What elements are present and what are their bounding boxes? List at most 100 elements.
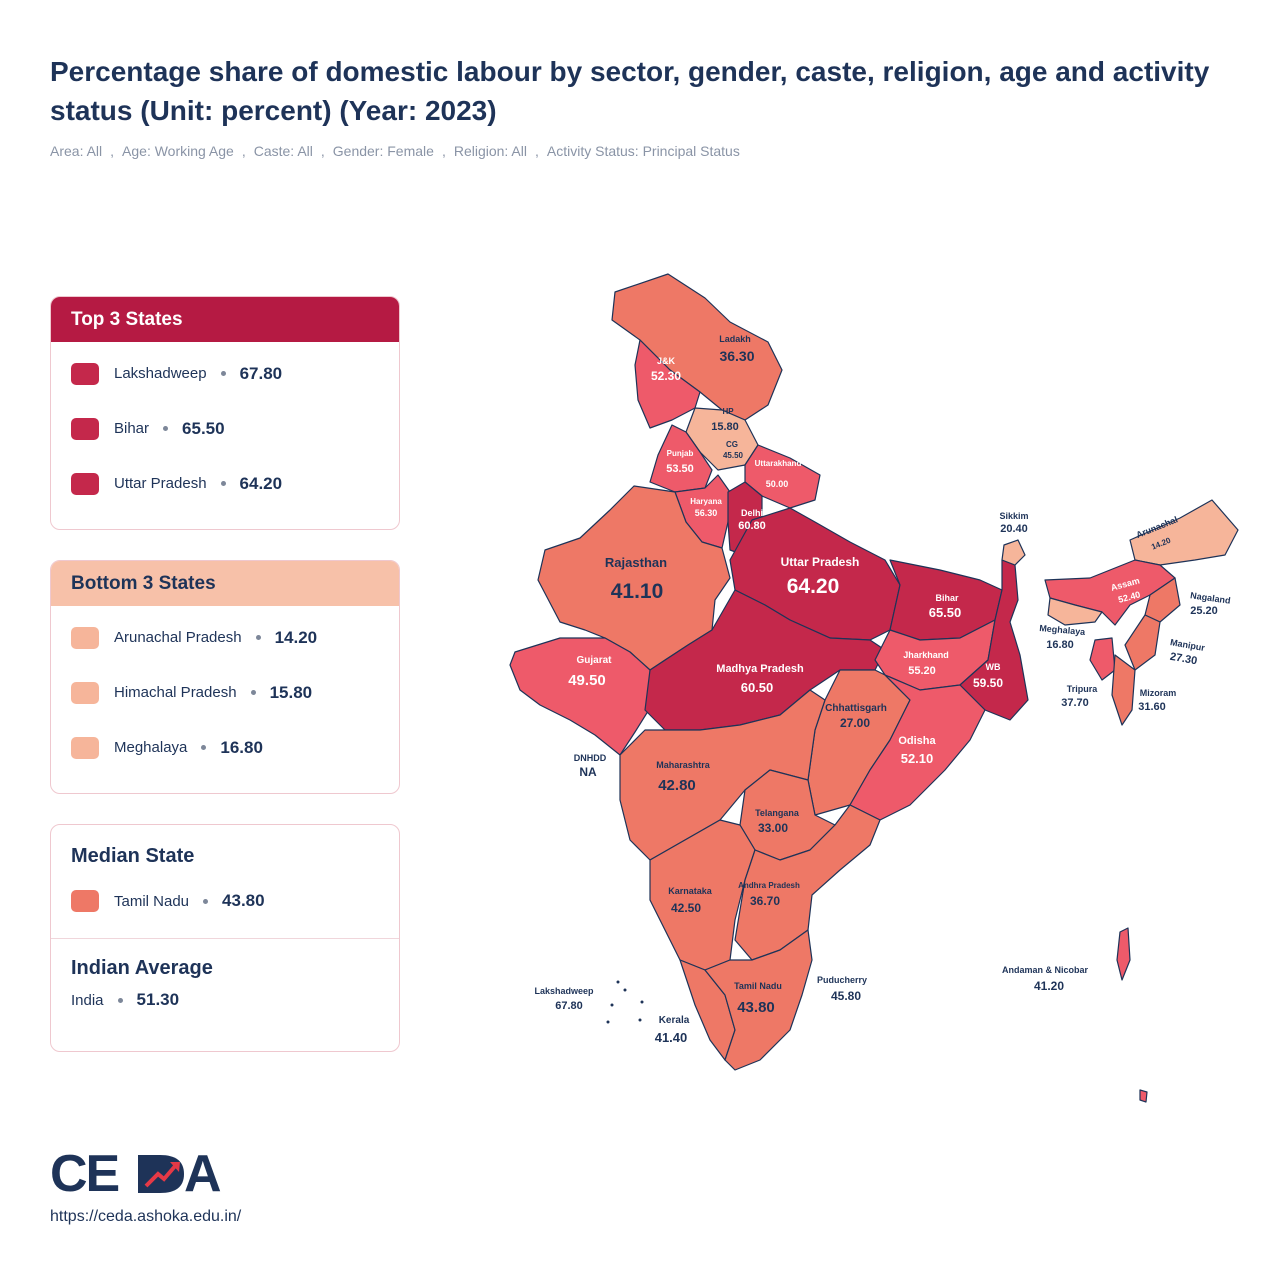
- median-state-row: Tamil Nadu 43.80: [51, 876, 399, 926]
- label-dnhdd-name: DNHDD: [574, 753, 607, 763]
- filter-age: Age: Working Age: [122, 143, 234, 159]
- state-name: Meghalaya: [114, 739, 188, 756]
- state-value: 65.50: [182, 418, 225, 438]
- label-tn-name: Tamil Nadu: [734, 981, 782, 991]
- label-uttarakhand-value: 50.00: [766, 479, 789, 489]
- region-tn[interactable]: [704, 929, 813, 1071]
- state-value: 43.80: [222, 891, 265, 910]
- divider: [51, 938, 399, 939]
- label-puducherry-name: Puducherry: [817, 975, 867, 985]
- top-states-heading: Top 3 States: [51, 297, 399, 342]
- state-name: Tamil Nadu: [114, 892, 190, 910]
- map-labels: Ladakh 36.30 J&K 52.30 HP 15.80 CG 45.50…: [534, 334, 1231, 1045]
- bottom-state-row-3: Meghalaya 16.80: [51, 720, 399, 775]
- median-heading: Median State: [71, 845, 195, 867]
- region-gujarat[interactable]: [509, 637, 656, 756]
- label-odisha-value: 52.10: [901, 751, 934, 766]
- region-sikkim[interactable]: [1001, 539, 1026, 566]
- label-maharashtra-name: Maharashtra: [656, 760, 711, 770]
- label-karnataka-name: Karnataka: [668, 886, 713, 896]
- bullet-dot: [255, 635, 261, 640]
- region-nagaland[interactable]: [1144, 577, 1181, 623]
- region-odisha[interactable]: [849, 674, 986, 821]
- bottom-state-row-1: Arunachal Pradesh 14.20: [51, 610, 399, 665]
- legend-swatch: [71, 890, 99, 912]
- top-states-card: Top 3 States Lakshadweep 67.80 Bihar 65.…: [50, 296, 400, 530]
- filter-bar: Area: All, Age: Working Age, Caste: All,…: [50, 143, 740, 159]
- footer-url[interactable]: https://ceda.ashoka.edu.in/: [50, 1208, 242, 1225]
- top-state-row-2: Bihar 65.50: [51, 401, 399, 456]
- label-lakshadweep-name: Lakshadweep: [534, 986, 594, 996]
- label-sikkim-name: Sikkim: [999, 511, 1028, 521]
- label-jharkhand-name: Jharkhand: [903, 650, 949, 660]
- svg-text:CE: CE: [50, 1148, 119, 1196]
- region-karnataka[interactable]: [649, 819, 756, 971]
- label-andaman-value: 41.20: [1034, 979, 1064, 993]
- state-value: 64.20: [239, 473, 283, 493]
- label-tn-value: 43.80: [737, 999, 775, 1016]
- bullet-dot: [117, 997, 123, 1003]
- label-chhattisgarh-value: 27.00: [840, 716, 870, 730]
- label-delhi-name: Delhi: [741, 508, 763, 518]
- label-mp-value: 60.50: [741, 680, 774, 695]
- filter-religion: Religion: All: [453, 143, 527, 159]
- legend-swatch: [71, 417, 99, 440]
- label-telangana-name: Telangana: [755, 808, 800, 818]
- median-average-card: Median State Tamil Nadu 43.80 Indian Ave…: [50, 824, 400, 1052]
- region-andaman[interactable]: [1116, 927, 1131, 981]
- label-dnhdd-value: NA: [579, 765, 597, 779]
- region-maharashtra[interactable]: [619, 689, 826, 861]
- label-delhi-value: 60.80: [738, 520, 766, 532]
- state-name: Bihar: [114, 420, 150, 437]
- region-manipur[interactable]: [1124, 614, 1161, 671]
- region-wb[interactable]: [959, 559, 1029, 721]
- label-meghalaya-name: Meghalaya: [1039, 623, 1087, 637]
- label-jk-name: J&K: [657, 356, 676, 366]
- region-nicobar[interactable]: [1139, 1089, 1148, 1103]
- legend-swatch: [71, 472, 99, 495]
- label-ladakh-value: 36.30: [719, 348, 754, 364]
- label-jharkhand-value: 55.20: [908, 665, 936, 677]
- label-bihar-value: 65.50: [929, 605, 962, 620]
- bullet-dot: [163, 426, 169, 431]
- label-haryana-value: 56.30: [695, 508, 718, 518]
- label-gujarat-value: 49.50: [568, 672, 606, 689]
- label-meghalaya-value: 16.80: [1046, 639, 1074, 651]
- state-name: Arunachal Pradesh: [114, 629, 242, 646]
- region-mizoram[interactable]: [1111, 654, 1136, 726]
- filter-gender: Gender: Female: [332, 143, 434, 159]
- label-mizoram-name: Mizoram: [1140, 688, 1177, 698]
- label-hp-value: 15.80: [711, 421, 739, 433]
- bullet-dot: [203, 898, 209, 904]
- top-state-row-1: Lakshadweep 67.80: [51, 346, 399, 401]
- state-value: 67.80: [239, 363, 283, 383]
- lakshadweep-islands: [606, 980, 644, 1024]
- label-cg-value: 45.50: [723, 451, 744, 460]
- legend-swatch: [71, 736, 99, 759]
- label-mizoram-value: 31.60: [1138, 701, 1166, 713]
- label-wb-name: WB: [986, 662, 1001, 672]
- svg-text:A: A: [184, 1148, 222, 1196]
- legend-swatch: [71, 626, 99, 649]
- bullet-dot: [250, 690, 256, 695]
- label-tripura-name: Tripura: [1067, 684, 1099, 694]
- ceda-logo: CE A: [50, 1148, 222, 1196]
- region-meghalaya[interactable]: [1047, 597, 1103, 626]
- label-hp-name: HP: [722, 407, 734, 416]
- label-kerala-name: Kerala: [659, 1015, 690, 1026]
- region-jk[interactable]: [634, 339, 701, 429]
- label-gujarat-name: Gujarat: [576, 655, 612, 666]
- country-name: India: [71, 991, 104, 1009]
- label-nagaland-value: 25.20: [1190, 605, 1218, 617]
- label-sikkim-value: 20.40: [1000, 523, 1028, 535]
- region-ap[interactable]: [734, 804, 881, 961]
- label-ap-value: 36.70: [750, 894, 780, 908]
- bullet-dot: [220, 371, 226, 376]
- label-tripura-value: 37.70: [1061, 697, 1089, 709]
- region-tripura[interactable]: [1089, 637, 1116, 681]
- label-up-value: 64.20: [787, 575, 840, 598]
- bottom-states-heading: Bottom 3 States: [51, 561, 399, 606]
- bottom-states-card: Bottom 3 States Arunachal Pradesh 14.20 …: [50, 560, 400, 794]
- label-ap-name: Andhra Pradesh: [738, 881, 800, 890]
- label-manipur-value: 27.30: [1169, 651, 1198, 668]
